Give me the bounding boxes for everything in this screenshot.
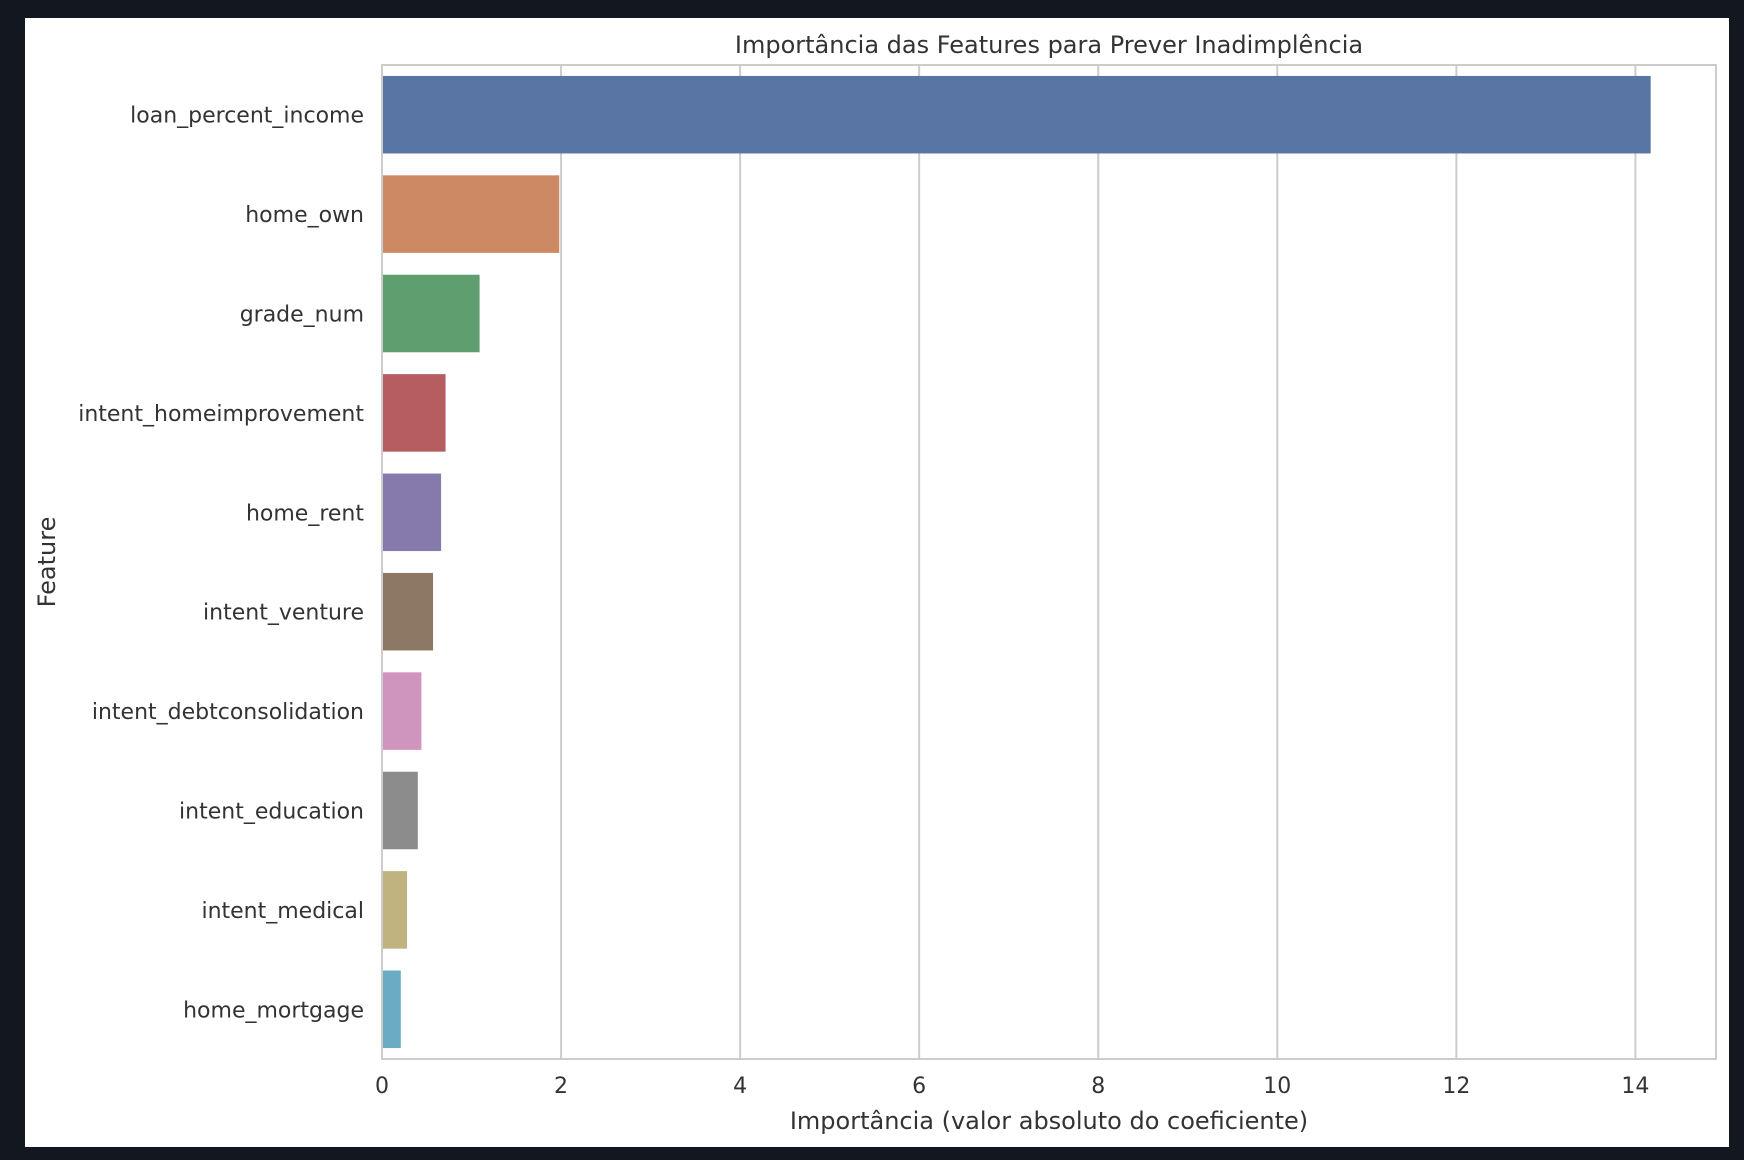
- y-tick-label-8: intent_medical: [201, 899, 364, 924]
- y-tick-label-0: loan_percent_income: [130, 104, 364, 129]
- y-tick-label-5: intent_venture: [203, 601, 364, 626]
- x-tick-label-4: 8: [1091, 1074, 1105, 1099]
- y-tick-label-4: home_rent: [246, 501, 364, 526]
- bar-home-own: [382, 175, 560, 253]
- bar-intent-debtconsolidation: [382, 672, 422, 750]
- x-axis-title: Importância (valor absoluto do coeficien…: [790, 1107, 1308, 1135]
- y-tick-label-1: home_own: [245, 203, 364, 228]
- y-tick-label-6: intent_debtconsolidation: [92, 700, 364, 725]
- bar-intent-education: [382, 771, 418, 850]
- bars: [382, 75, 1651, 1049]
- x-tick-label-0: 0: [375, 1074, 389, 1099]
- x-tick-label-1: 2: [554, 1074, 568, 1099]
- plot-frame: [381, 64, 1717, 1060]
- x-tick-label-7: 14: [1621, 1074, 1649, 1099]
- x-tick-labels: 0 2 4 6 8 10 12 14: [375, 1074, 1649, 1099]
- x-tick-label-5: 10: [1263, 1074, 1291, 1099]
- grid-lines: [381, 65, 1637, 1059]
- x-tick-label-3: 6: [912, 1074, 926, 1099]
- bar-intent-homeimprovement: [382, 374, 446, 452]
- bar-grade-num: [382, 274, 480, 353]
- bar-loan-percent-income: [382, 75, 1651, 154]
- bar-chart: 0 2 4 6 8 10 12 14 loan_percent_income home_owng…: [33, 31, 1717, 1135]
- y-tick-label-2: grade_num: [240, 303, 364, 328]
- bar-intent-venture: [382, 572, 434, 651]
- y-tick-label-7: intent_education: [179, 800, 364, 825]
- y-tick-labels: loan_percent_income home_own grade_numinte…: [78, 104, 364, 1024]
- bar-intent-medical: [382, 871, 408, 949]
- y-axis-title: Feature: [33, 517, 61, 608]
- x-tick-label-6: 12: [1442, 1074, 1470, 1099]
- bar-home-rent: [382, 473, 442, 552]
- x-tick-label-2: 4: [733, 1074, 747, 1099]
- chart-title: Importância das Features para Prever Ina…: [735, 31, 1363, 59]
- y-tick-label-3: intent_homeimprovement: [78, 402, 364, 427]
- bar-home-mortgage: [382, 970, 401, 1049]
- y-tick-label-9: home_mortgage: [183, 998, 364, 1023]
